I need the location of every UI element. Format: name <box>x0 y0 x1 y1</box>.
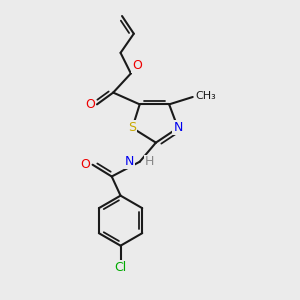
Text: Cl: Cl <box>114 261 127 274</box>
Text: CH₃: CH₃ <box>195 91 216 100</box>
Text: N: N <box>173 122 183 134</box>
Text: H: H <box>145 155 154 168</box>
Text: O: O <box>132 59 142 72</box>
Text: O: O <box>80 158 90 171</box>
Text: O: O <box>85 98 94 111</box>
Text: N: N <box>125 155 134 168</box>
Text: S: S <box>128 122 136 134</box>
